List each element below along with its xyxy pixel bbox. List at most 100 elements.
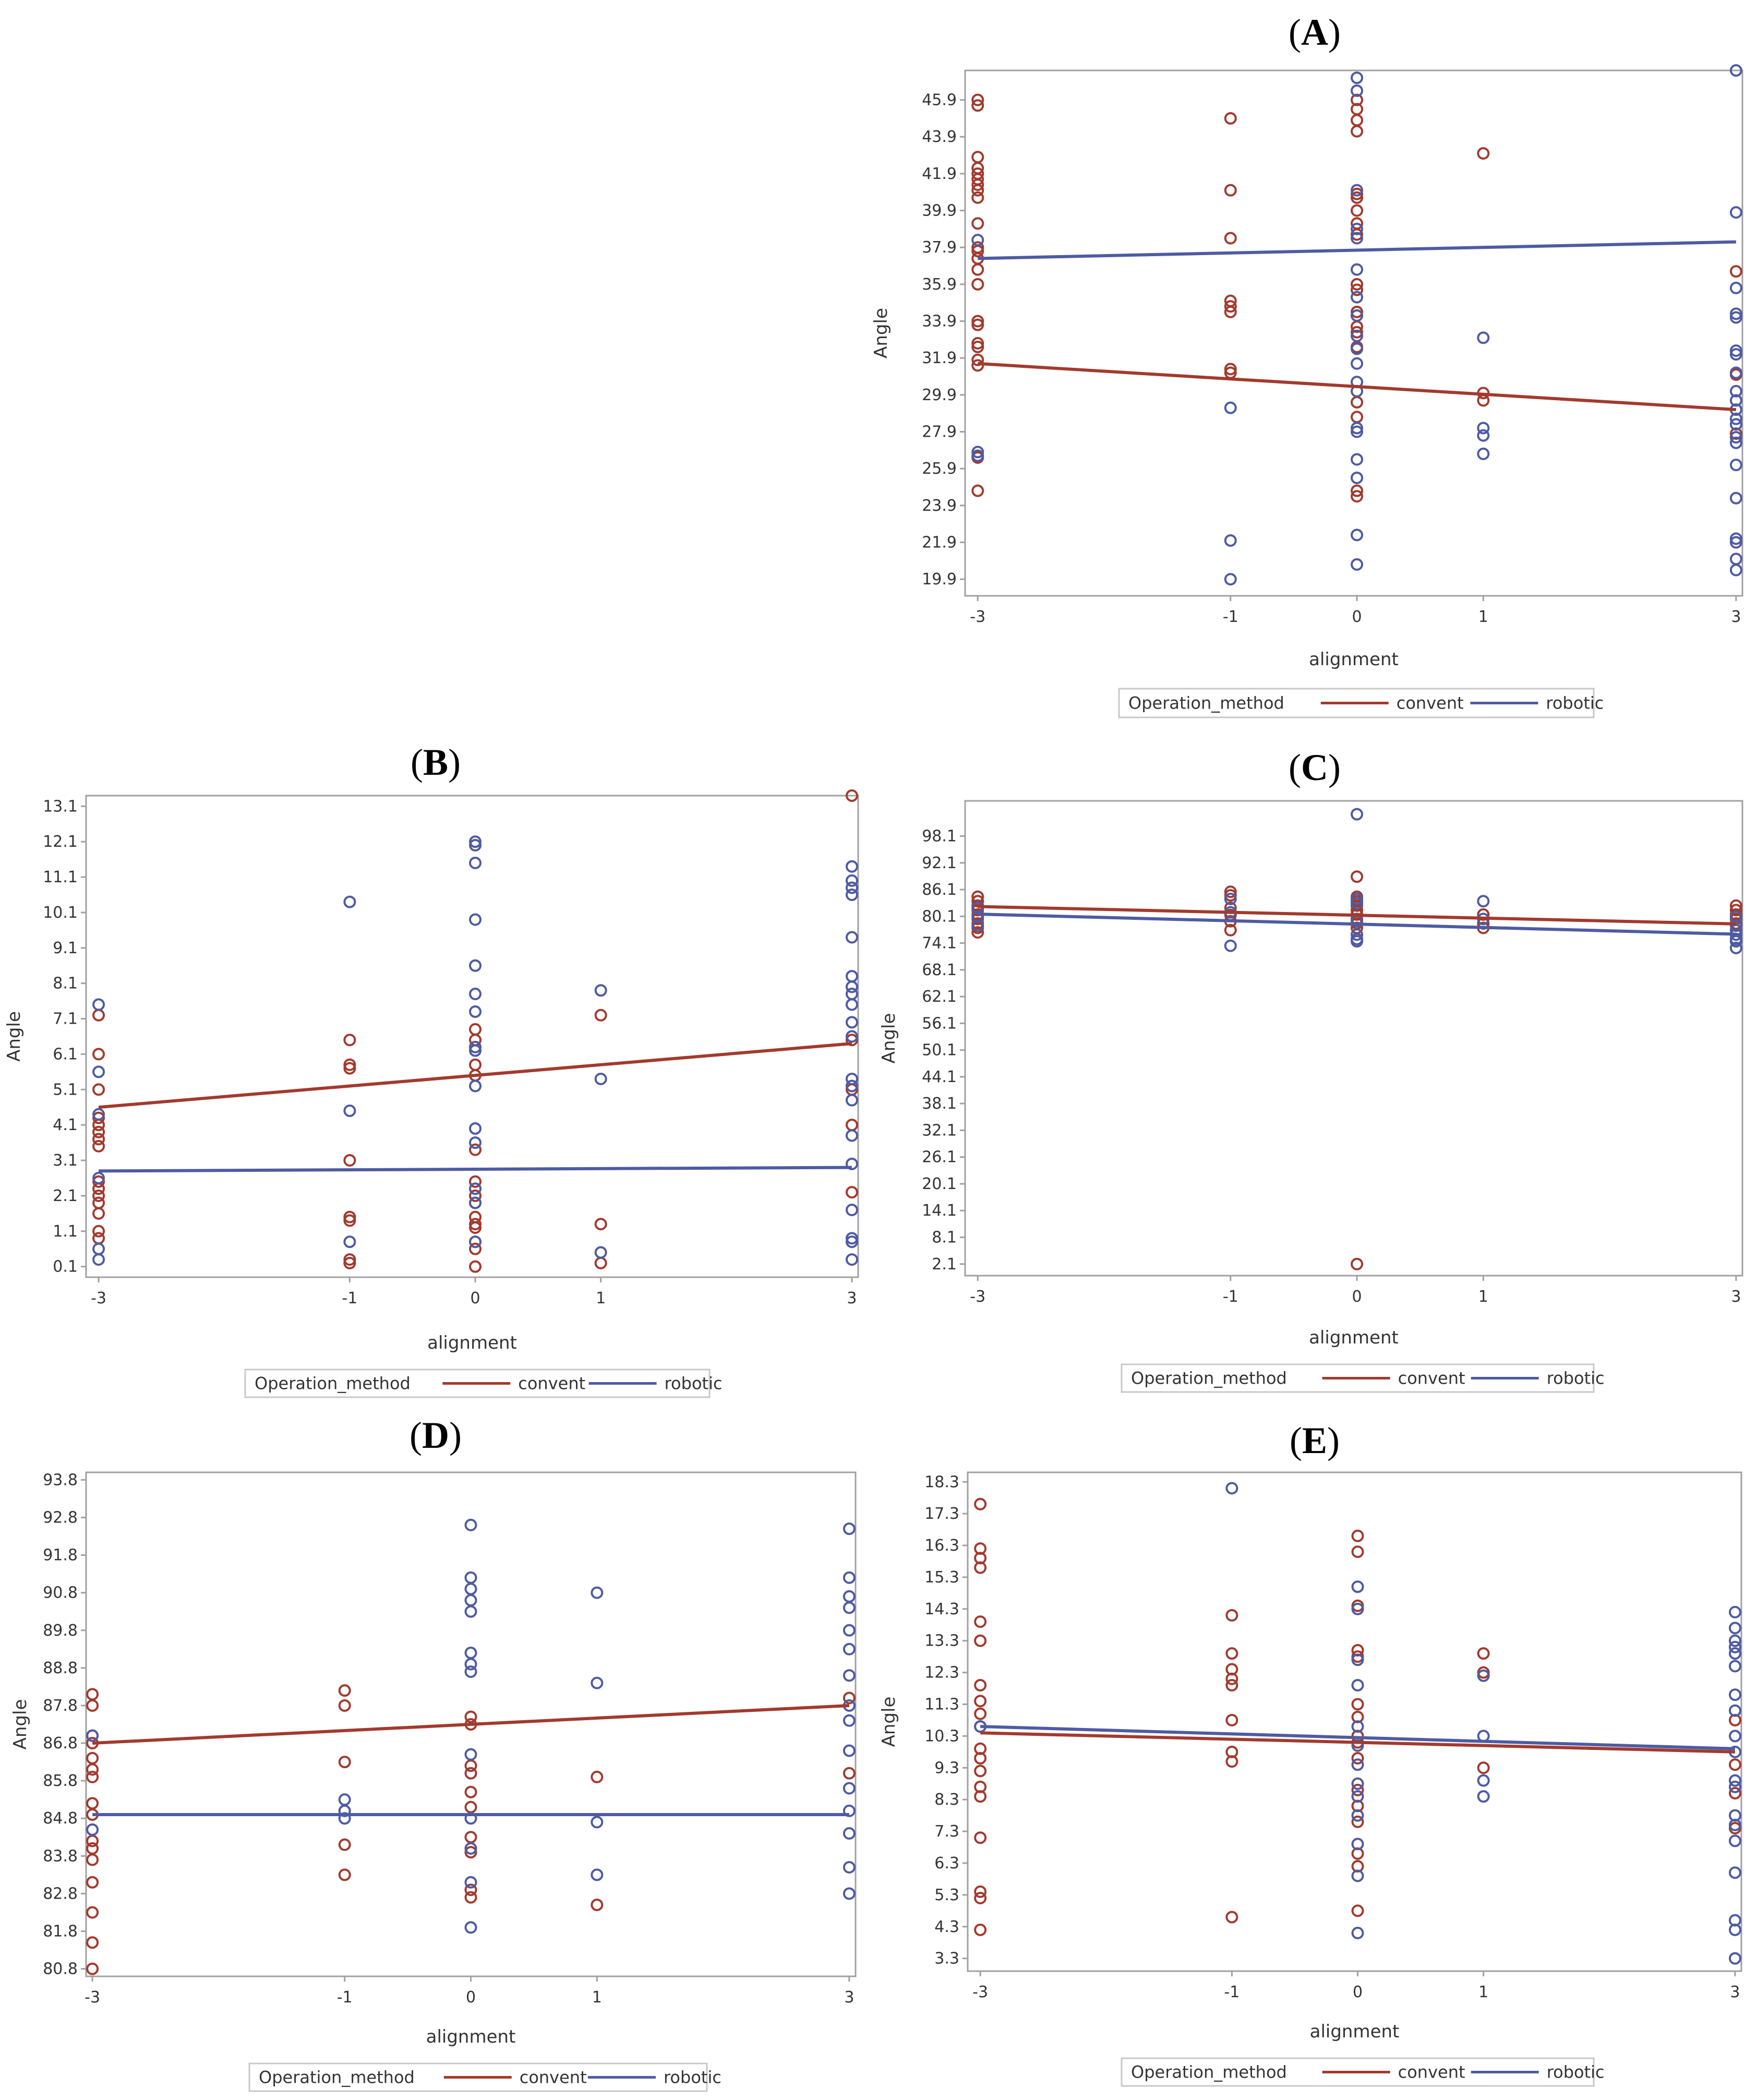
scatter-point-convent [971,151,984,164]
scatter-point-robotic [845,1079,858,1093]
y-tick-label: 80.1 [922,907,957,926]
x-tick-label: -1 [337,1988,353,2007]
scatter-point-convent [971,315,984,328]
y-tick-label: 4.1 [53,1116,78,1134]
scatter-point-convent [464,1883,477,1897]
y-tick-label: 16.3 [924,1537,959,1555]
scatter-point-robotic [1351,1602,1364,1615]
panel-title: (C) [1289,747,1341,788]
y-tick-label: 88.8 [43,1659,78,1677]
scatter-point-convent [1351,490,1364,503]
scatter-point-robotic [845,881,858,894]
scatter-point-convent [92,1225,105,1238]
scatter-point-convent [1351,228,1364,241]
scatter-point-convent [92,1196,105,1209]
y-tick-label: 17.3 [924,1505,959,1523]
scatter-point-robotic [1224,939,1237,952]
x-tick-label: 3 [1730,1983,1740,2001]
scatter-point-convent [594,1218,607,1231]
scatter-point-robotic [1729,935,1742,948]
scatter-point-convent [1351,326,1364,339]
x-axis-label: alignment [426,2026,516,2047]
y-tick-label: 82.8 [43,1885,78,1903]
scatter-point-robotic [845,970,858,983]
scatter-point-robotic [1728,1730,1741,1743]
scatter-point-robotic [464,1842,477,1855]
y-axis-label: Angle [878,1697,899,1747]
scatter-point-robotic [1224,401,1237,414]
scatter-point-robotic [464,1647,477,1660]
scatter-point-robotic [1351,453,1364,466]
y-tick-label: 86.8 [43,1734,78,1753]
scatter-point-robotic [1729,910,1742,923]
scatter-point-robotic [845,1030,858,1043]
scatter-point-convent [845,1119,858,1132]
panel-title: (B) [411,741,461,783]
y-axis-label: Angle [878,1013,899,1064]
scatter-point-robotic [469,1196,482,1209]
scatter-point-convent [1477,1761,1490,1774]
y-tick-label: 13.3 [924,1632,959,1650]
scatter-point-robotic [845,988,858,1001]
scatter-point-robotic [1728,1834,1741,1847]
scatter-point-convent [1351,1752,1364,1765]
x-tick-label: -3 [972,1983,988,2001]
y-tick-label: 87.8 [43,1697,78,1715]
scatter-point-convent [1224,889,1237,902]
fit-line-convent [980,1731,1736,1754]
scatter-point-robotic [1729,412,1742,425]
scatter-point-robotic [1225,1482,1238,1495]
scatter-point-convent [1225,1609,1238,1622]
x-axis-label: alignment [1309,1327,1399,1348]
scatter-point-robotic [464,1658,477,1671]
scatter-point-convent [86,1763,99,1776]
scatter-point-convent [591,1770,604,1783]
scatter-point-robotic [1729,491,1742,505]
scatter-point-convent [1351,204,1364,217]
scatter-point-robotic [845,1232,858,1245]
scatter-point-convent [1728,1787,1741,1800]
y-tick-label: 38.1 [922,1095,957,1113]
scatter-point-robotic [343,895,356,908]
scatter-point-robotic [1351,84,1364,97]
scatter-point-robotic [1729,394,1742,407]
scatter-point-convent [469,1175,482,1188]
scatter-point-convent [464,1785,477,1798]
y-tick-label: 3.1 [53,1151,78,1170]
scatter-point-robotic [591,1676,604,1689]
scatter-point-robotic [1351,928,1364,941]
legend-label-robotic: robotic [1546,693,1604,713]
scatter-point-convent [86,1770,99,1783]
scatter-point-convent [971,341,984,353]
y-tick-label: 10.1 [43,904,78,922]
scatter-point-robotic [1351,897,1364,910]
scatter-point-robotic [1351,1580,1364,1593]
scatter-point-convent [1351,187,1364,200]
scatter-point-convent [1351,396,1364,409]
scatter-point-convent [469,1218,482,1231]
scatter-point-convent [464,1891,477,1904]
y-tick-label: 8.3 [934,1791,959,1809]
scatter-point-convent [974,1765,987,1778]
scatter-point-robotic [464,1748,477,1761]
scatter-point-convent [343,1058,356,1071]
scatter-point-convent [1351,1815,1364,1828]
scatter-point-robotic [1351,184,1364,197]
scatter-point-convent [343,1253,356,1266]
panel-title: (D) [410,1414,462,1456]
x-tick-label: -1 [1224,1983,1239,2001]
scatter-point-convent [338,1699,351,1712]
y-tick-label: 84.8 [43,1809,78,1828]
y-tick-label: 0.1 [53,1258,78,1276]
scatter-point-convent [1729,427,1742,440]
scatter-point-convent [591,1899,604,1912]
scatter-point-robotic [1351,342,1364,355]
scatter-point-convent [1224,184,1237,197]
y-tick-label: 4.3 [934,1918,959,1936]
scatter-point-robotic [843,1571,856,1584]
scatter-point-robotic [845,1016,858,1029]
x-tick-label: 1 [1478,1983,1488,2001]
legend-title: Operation_method [1131,2062,1287,2082]
